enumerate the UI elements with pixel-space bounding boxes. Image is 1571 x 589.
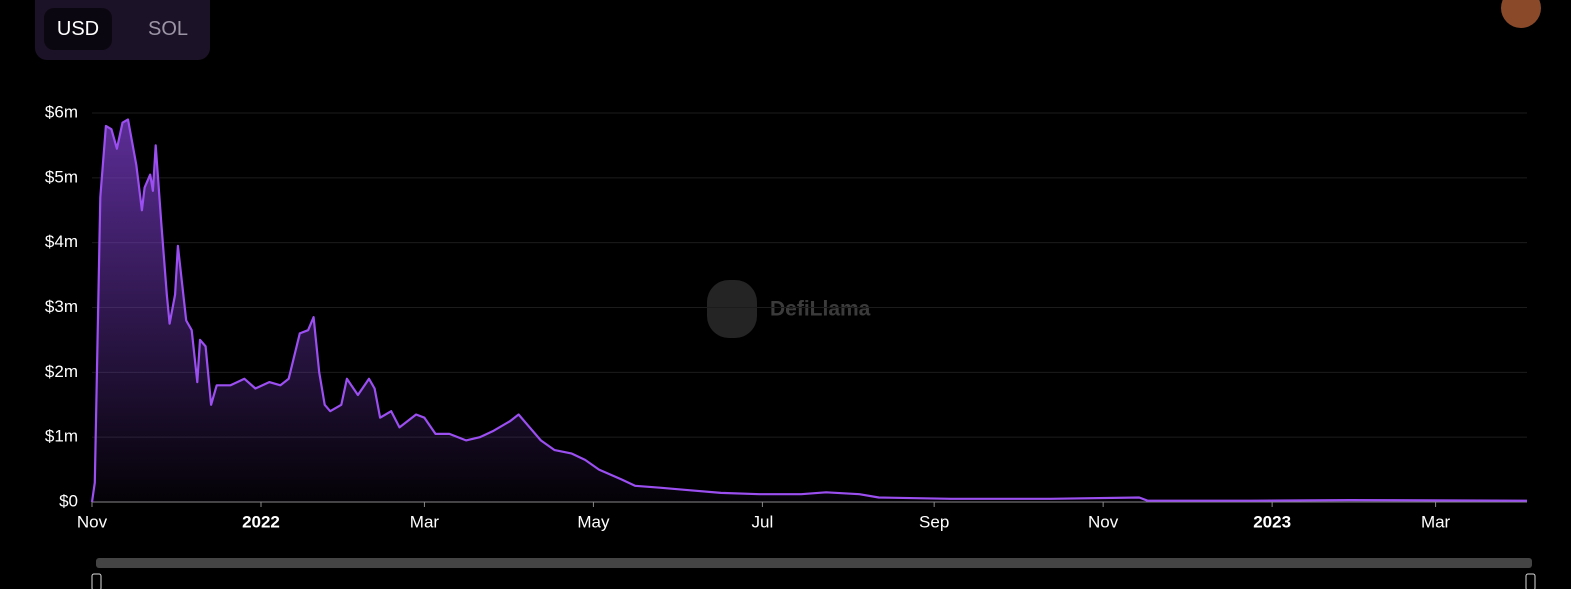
- y-tick-label: $6m: [45, 102, 78, 121]
- sol-button[interactable]: SOL: [147, 18, 189, 40]
- usd-button[interactable]: USD: [44, 8, 112, 50]
- x-tick-label: Jul: [752, 512, 774, 531]
- x-tick-label: 2023: [1253, 512, 1291, 531]
- x-tick-label: Nov: [1088, 512, 1119, 531]
- plot: $0 $1m $2m $3m $4m $5m $6m Nov 2022 Mar May Jul Sep N…: [45, 102, 1528, 531]
- x-tick-label: Sep: [919, 512, 949, 531]
- scroll-bar[interactable]: [96, 558, 1532, 568]
- brush-handle-right[interactable]: [1525, 573, 1536, 589]
- y-tick-label: $5m: [45, 167, 78, 186]
- watermark: DefiLlama: [707, 280, 871, 338]
- x-tick-label: 2022: [242, 512, 280, 531]
- y-tick-label: $3m: [45, 297, 78, 316]
- watermark-logo: [707, 280, 757, 338]
- area-fill: [92, 119, 1527, 502]
- watermark-text: DefiLlama: [770, 298, 871, 321]
- area-line: [90, 118, 1528, 503]
- x-tick-label: Mar: [410, 512, 440, 531]
- y-tick-label: $0: [59, 491, 78, 510]
- y-tick-label: $1m: [45, 427, 78, 446]
- y-tick-label: $2m: [45, 362, 78, 381]
- x-tick-label: Mar: [1421, 512, 1451, 531]
- x-tick-label: May: [577, 512, 610, 531]
- avatar[interactable]: [1501, 0, 1541, 28]
- x-tick-label: Nov: [77, 512, 108, 531]
- y-tick-label: $4m: [45, 232, 78, 251]
- currency-toggle: USD SOL: [35, 0, 210, 60]
- brush-handle-left[interactable]: [91, 573, 102, 589]
